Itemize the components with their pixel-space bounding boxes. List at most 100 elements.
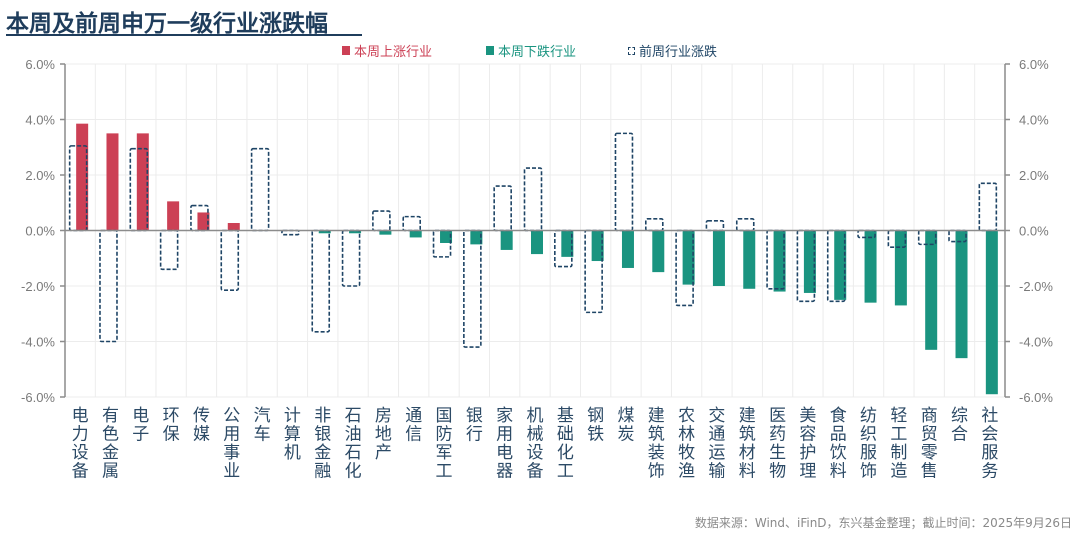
category-label: 通信 (405, 406, 422, 445)
bar-current-非银金融 (318, 230, 331, 234)
category-label: 银行 (466, 406, 483, 445)
category-label: 医药生物 (769, 406, 786, 482)
bar-current-基础化工 (561, 230, 574, 257)
bar-previous-非银金融 (311, 229, 331, 333)
bar-current-医药生物 (773, 230, 786, 292)
bar-current-通信 (409, 230, 422, 238)
legend: 本周上涨行业 本周下跌行业 前周行业涨跌 (0, 41, 1080, 61)
category-label: 计算机 (284, 406, 301, 463)
bar-current-机械设备 (531, 230, 543, 255)
y-tick-label-left: -2.0% (21, 279, 55, 294)
legend-swatch-down (486, 46, 494, 55)
bar-previous-银行 (463, 229, 482, 348)
bar-current-建筑装饰 (652, 230, 665, 273)
chart-title: 本周及前周申万一级行业涨跌幅 (6, 11, 328, 37)
category-label: 食品饮料 (830, 406, 847, 482)
category-label: 机械设备 (527, 406, 544, 482)
bar-current-纺织服饰 (864, 230, 877, 303)
bar-current-社会服务 (985, 230, 998, 395)
bar-current-房地产 (379, 230, 392, 235)
bar-current-轻工制造 (894, 230, 907, 306)
bar-current-有色金属 (106, 133, 119, 231)
category-label: 公用事业 (223, 406, 240, 482)
y-tick-label-right: 6.0% (1019, 57, 1049, 72)
bar-previous-环保 (159, 229, 179, 271)
category-label: 环保 (163, 406, 180, 445)
category-label: 钢铁 (587, 406, 604, 445)
current-week-bars (76, 123, 998, 395)
y-tick-label-right: -2.0% (1019, 279, 1053, 294)
bar-previous-社会服务 (978, 182, 998, 232)
y-tick-label-left: 6.0% (25, 57, 55, 72)
bar-current-家用电器 (500, 230, 513, 250)
y-tick-label-left: 2.0% (25, 168, 55, 183)
bar-current-综合 (955, 230, 968, 359)
y-tick-label-left: 0.0% (25, 224, 55, 239)
category-label: 交通运输 (708, 406, 725, 482)
category-label: 商贸零售 (921, 406, 938, 482)
category-label: 国防军工 (436, 406, 453, 482)
y-tick-label-right: -6.0% (1019, 390, 1053, 405)
category-label: 综合 (951, 406, 968, 445)
category-label: 有色金属 (102, 406, 119, 482)
tick-labels: 6.0% 6.0% 4.0% 4.0% 2.0% 2.0% 0.0% 0.0% -2.0% -2.… (21, 57, 1053, 405)
bar-previous-石油石化 (341, 229, 361, 287)
bar-previous-汽车 (250, 147, 270, 232)
bar-current-国防军工 (440, 230, 453, 243)
title-underline (6, 34, 362, 36)
category-label: 基础化工 (557, 406, 574, 482)
category-label: 家用电器 (496, 406, 513, 482)
bar-current-食品饮料 (834, 230, 847, 300)
legend-swatch-prev (628, 46, 635, 55)
bar-current-建筑材料 (743, 230, 756, 289)
bar-current-环保 (167, 201, 180, 231)
bar-previous-煤炭 (614, 132, 634, 232)
category-label: 电力设备 (72, 406, 89, 482)
bar-current-石油石化 (349, 230, 362, 234)
y-tick-label-left: -4.0% (21, 335, 55, 350)
category-label: 电子 (132, 406, 149, 445)
category-labels: 电力设备有色金属电子环保传媒公用事业汽车计算机非银金融石油石化房地产通信国防军工… (72, 406, 999, 482)
bar-previous-房地产 (372, 210, 391, 232)
bar-current-农林牧渔 (682, 230, 695, 285)
legend-item-down: 本周下跌行业 (486, 41, 576, 60)
bar-current-银行 (470, 230, 483, 245)
y-tick-label-right: 0.0% (1019, 224, 1049, 239)
y-tick-label-left: 4.0% (25, 113, 55, 128)
legend-label-up: 本周上涨行业 (354, 45, 433, 60)
bar-previous-通信 (402, 215, 422, 232)
category-label: 美容护理 (799, 406, 816, 482)
y-tick-label-right: 2.0% (1019, 168, 1049, 183)
bar-current-传媒 (197, 212, 210, 231)
source-note: 数据来源：Wind、iFinD，东兴基金整理；截止时间：2025年9月26日 (694, 516, 1072, 530)
category-label: 传媒 (193, 406, 210, 445)
y-tick-label-right: -4.0% (1019, 335, 1053, 350)
bar-previous-家用电器 (493, 185, 512, 232)
category-label: 汽车 (254, 406, 271, 445)
axes (60, 63, 1010, 398)
category-label: 建筑材料 (739, 406, 756, 482)
bar-current-公用事业 (227, 223, 240, 231)
legend-swatch-up (342, 46, 350, 55)
y-tick-label-right: 4.0% (1019, 113, 1049, 128)
bar-current-美容护理 (803, 230, 816, 293)
y-tick-label-left: -6.0% (21, 390, 55, 405)
bar-previous-机械设备 (523, 167, 543, 232)
legend-item-up: 本周上涨行业 (342, 41, 432, 60)
bar-previous-交通运输 (705, 219, 725, 232)
bar-current-煤炭 (621, 230, 634, 268)
bar-current-钢铁 (591, 230, 604, 262)
legend-label-down: 本周下跌行业 (498, 45, 577, 60)
category-label: 纺织服饰 (860, 406, 877, 482)
category-label: 轻工制造 (890, 406, 907, 482)
category-label: 农林牧渔 (678, 406, 695, 482)
bar-previous-公用事业 (220, 229, 240, 291)
bar-previous-建筑材料 (735, 218, 755, 232)
category-label: 石油石化 (345, 406, 362, 482)
bar-current-交通运输 (712, 230, 725, 286)
bar-previous-电力设备 (68, 145, 88, 232)
bar-previous-传媒 (190, 204, 209, 232)
bar-previous-建筑装饰 (644, 218, 664, 232)
bar-current-商贸零售 (925, 230, 938, 350)
bar-current-电力设备 (76, 123, 89, 231)
